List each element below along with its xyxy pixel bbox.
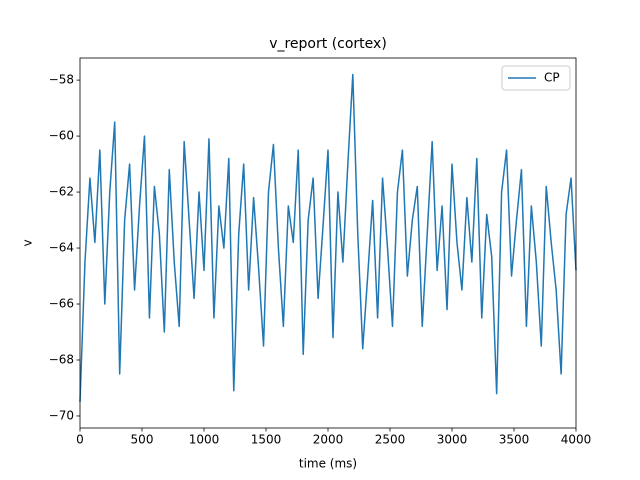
y-tick-label: −60 — [49, 129, 74, 143]
x-tick-label: 3000 — [437, 433, 468, 447]
y-tick-label: −70 — [49, 408, 74, 422]
x-tick-label: 1500 — [251, 433, 282, 447]
x-tick-label: 3500 — [499, 433, 530, 447]
x-tick-label: 2000 — [313, 433, 344, 447]
chart-title: v_report (cortex) — [269, 36, 387, 52]
y-tick-label: −62 — [49, 185, 74, 199]
y-tick-label: −68 — [49, 352, 74, 366]
y-tick-label: −58 — [49, 73, 74, 87]
y-tick-label: −66 — [49, 297, 74, 311]
plot-frame — [79, 57, 577, 429]
x-tick-label: 4000 — [561, 433, 592, 447]
y-tick-label: −64 — [49, 241, 74, 255]
x-tick-label: 500 — [131, 433, 154, 447]
x-tick-label: 0 — [76, 433, 84, 447]
y-axis-label: v — [21, 239, 35, 246]
legend-label: CP — [544, 71, 560, 85]
x-tick-label: 1000 — [189, 433, 220, 447]
x-axis-label: time (ms) — [299, 457, 357, 471]
x-tick-label: 2500 — [375, 433, 406, 447]
line-series — [79, 73, 577, 402]
